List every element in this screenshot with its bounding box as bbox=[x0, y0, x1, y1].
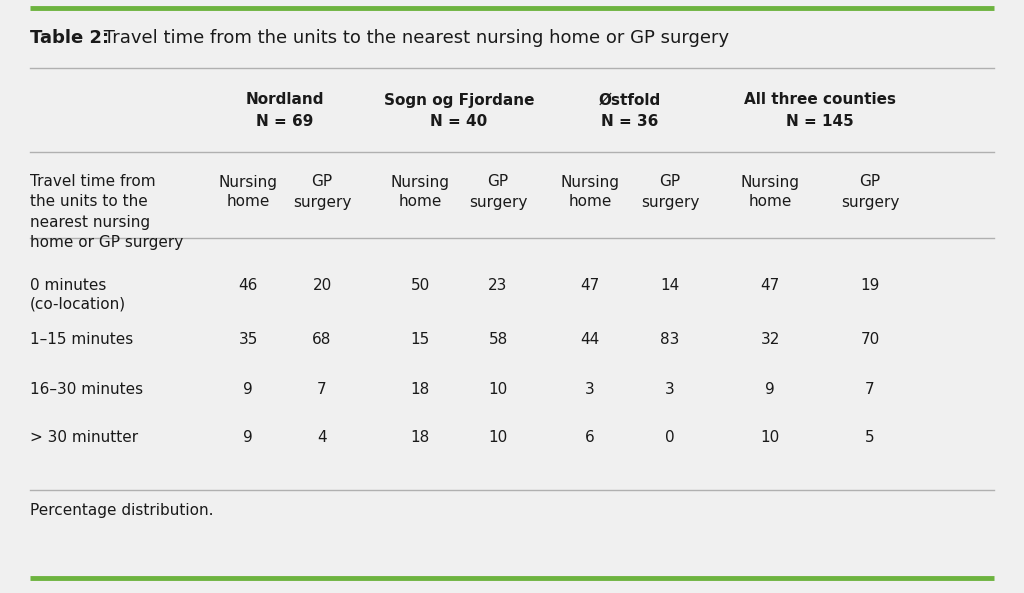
Text: 9: 9 bbox=[243, 431, 253, 445]
Text: 83: 83 bbox=[660, 333, 680, 347]
Text: the units to the: the units to the bbox=[30, 195, 147, 209]
Text: Nursing: Nursing bbox=[560, 174, 620, 190]
Text: GP: GP bbox=[659, 174, 681, 190]
Text: N = 145: N = 145 bbox=[786, 114, 854, 129]
Text: 47: 47 bbox=[581, 278, 600, 292]
Text: 3: 3 bbox=[585, 382, 595, 397]
Text: N = 36: N = 36 bbox=[601, 114, 658, 129]
Text: 3: 3 bbox=[666, 382, 675, 397]
Text: Percentage distribution.: Percentage distribution. bbox=[30, 502, 213, 518]
Text: Østfold: Østfold bbox=[599, 93, 662, 107]
Text: home: home bbox=[226, 195, 269, 209]
Text: GP: GP bbox=[487, 174, 509, 190]
Text: Travel time from: Travel time from bbox=[30, 174, 156, 190]
Text: 9: 9 bbox=[243, 382, 253, 397]
Text: 18: 18 bbox=[411, 431, 430, 445]
Text: 44: 44 bbox=[581, 333, 600, 347]
Text: home: home bbox=[398, 195, 441, 209]
Text: 1–15 minutes: 1–15 minutes bbox=[30, 333, 133, 347]
Text: Table 2:: Table 2: bbox=[30, 29, 110, 47]
Text: > 30 minutter: > 30 minutter bbox=[30, 431, 138, 445]
Text: 47: 47 bbox=[761, 278, 779, 292]
Text: surgery: surgery bbox=[469, 195, 527, 209]
Text: 10: 10 bbox=[488, 382, 508, 397]
Text: Nursing: Nursing bbox=[218, 174, 278, 190]
Text: (co-location): (co-location) bbox=[30, 296, 126, 311]
Text: All three counties: All three counties bbox=[744, 93, 896, 107]
Text: 35: 35 bbox=[239, 333, 258, 347]
Text: 19: 19 bbox=[860, 278, 880, 292]
Text: 10: 10 bbox=[488, 431, 508, 445]
Text: 58: 58 bbox=[488, 333, 508, 347]
Text: 14: 14 bbox=[660, 278, 680, 292]
Text: 46: 46 bbox=[239, 278, 258, 292]
Text: Nursing: Nursing bbox=[740, 174, 800, 190]
Text: 7: 7 bbox=[317, 382, 327, 397]
Text: 0: 0 bbox=[666, 431, 675, 445]
Text: home or GP surgery: home or GP surgery bbox=[30, 234, 183, 250]
Text: 9: 9 bbox=[765, 382, 775, 397]
Text: 4: 4 bbox=[317, 431, 327, 445]
Text: surgery: surgery bbox=[293, 195, 351, 209]
Text: 6: 6 bbox=[585, 431, 595, 445]
Text: 7: 7 bbox=[865, 382, 874, 397]
Text: N = 40: N = 40 bbox=[430, 114, 487, 129]
Text: GP: GP bbox=[859, 174, 881, 190]
Text: surgery: surgery bbox=[641, 195, 699, 209]
Text: 16–30 minutes: 16–30 minutes bbox=[30, 382, 143, 397]
Text: 50: 50 bbox=[411, 278, 430, 292]
Text: 68: 68 bbox=[312, 333, 332, 347]
Text: home: home bbox=[749, 195, 792, 209]
Text: 70: 70 bbox=[860, 333, 880, 347]
Text: N = 69: N = 69 bbox=[256, 114, 313, 129]
Text: home: home bbox=[568, 195, 611, 209]
Text: 10: 10 bbox=[761, 431, 779, 445]
Text: 15: 15 bbox=[411, 333, 430, 347]
Text: GP: GP bbox=[311, 174, 333, 190]
Text: Sogn og Fjordane: Sogn og Fjordane bbox=[384, 93, 535, 107]
Text: Travel time from the units to the nearest nursing home or GP surgery: Travel time from the units to the neares… bbox=[98, 29, 729, 47]
Text: 20: 20 bbox=[312, 278, 332, 292]
Text: 18: 18 bbox=[411, 382, 430, 397]
Text: surgery: surgery bbox=[841, 195, 899, 209]
Text: 23: 23 bbox=[488, 278, 508, 292]
Text: 32: 32 bbox=[760, 333, 779, 347]
Text: nearest nursing: nearest nursing bbox=[30, 215, 151, 229]
Text: 0 minutes: 0 minutes bbox=[30, 278, 106, 292]
Text: 5: 5 bbox=[865, 431, 874, 445]
Text: Nordland: Nordland bbox=[246, 93, 325, 107]
Text: Nursing: Nursing bbox=[390, 174, 450, 190]
